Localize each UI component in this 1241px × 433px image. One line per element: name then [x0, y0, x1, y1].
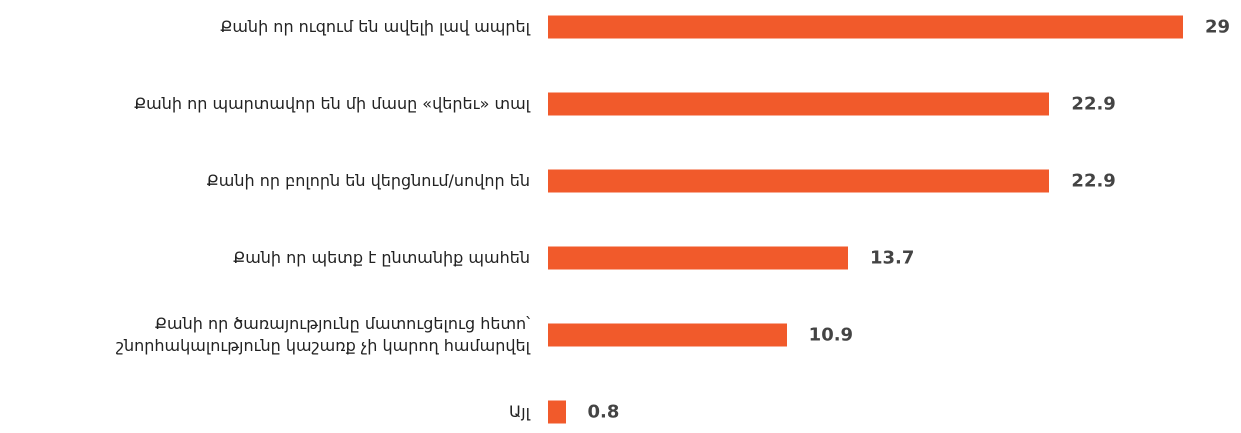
value-label: 29 [1205, 16, 1231, 38]
bar [548, 246, 848, 270]
value-label: 0.8 [587, 401, 620, 423]
bar [548, 169, 1050, 193]
category-label: Քանի որ ծառայությունը մատուցելուց հետո՝ … [116, 314, 530, 355]
value-label: 22.9 [1071, 170, 1116, 192]
value-label: 13.7 [869, 247, 915, 269]
category-label: Քանի որ ուզում են ավելի լավ ապրել [220, 17, 530, 36]
bar [548, 400, 566, 424]
value-label: 10.9 [808, 324, 854, 346]
bar [548, 323, 787, 347]
value-label: 22.9 [1071, 93, 1116, 115]
bar [548, 92, 1050, 116]
category-label: Այլ [509, 402, 530, 421]
bar [548, 15, 1183, 39]
category-label: Քանի որ բոլորն են վերցնում/սովոր են [206, 171, 530, 190]
category-label: Քանի որ պարտավոր են մի մասը «վերեւ» տալ [134, 94, 530, 113]
category-label: Քանի որ պետք է ընտանիք պահեն [233, 248, 530, 267]
